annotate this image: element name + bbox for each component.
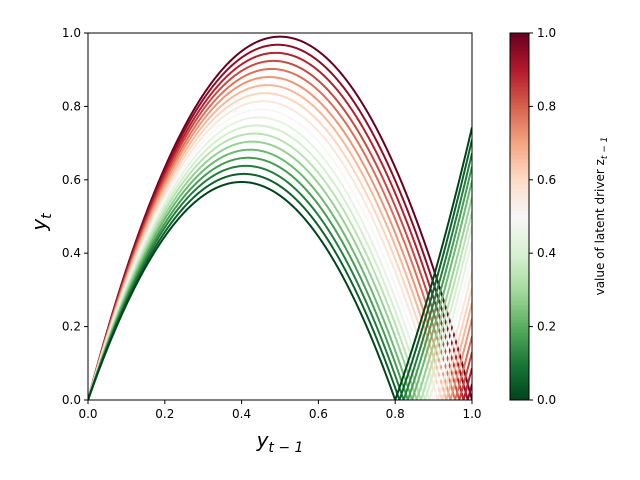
x-tick-label: 0.4 [232,407,251,421]
y-axis-label-sub: t [39,213,55,219]
series-line [88,67,472,400]
colorbar-axis: 0.0 0.2 0.4 0.6 0.8 1.0 [529,26,556,407]
y-tick-label: 1.0 [62,26,81,40]
series-line [88,100,472,400]
x-axis: 0.0 0.2 0.4 0.6 0.8 1.0 [78,400,482,421]
y-tick-label: 0.4 [62,246,81,260]
series-line [88,139,472,400]
series-line [88,108,472,400]
plot-frame [87,32,473,401]
x-tick-label: 0.8 [386,407,405,421]
colorbar-tick-label: 0.8 [537,99,556,113]
series-line [88,124,472,400]
colorbar-tick-label: 0.2 [537,320,556,334]
x-tick-label: 1.0 [462,407,481,421]
y-axis: 0.0 0.2 0.4 0.6 0.8 1.0 [62,26,88,407]
colorbar-tick-label: 0.0 [537,393,556,407]
y-tick-label: 0.8 [62,99,81,113]
y-tick-label: 0.2 [62,320,81,334]
x-tick-label: 0.2 [155,407,174,421]
colorbar-tick-label: 0.4 [537,246,556,260]
y-tick-label: 0.6 [62,173,81,187]
series-line [88,156,472,400]
x-tick-label: 0.6 [309,407,328,421]
colorbar-tick-label: 1.0 [537,26,556,40]
series-line [88,59,472,400]
curve-group [88,35,472,400]
y-axis-label: yt [27,213,55,232]
x-tick-label: 0.0 [78,407,97,421]
series-line [88,153,472,400]
series-line [88,51,472,400]
colorbar-label-sub: t − 1 [600,137,610,160]
colorbar-tick-label: 0.6 [537,173,556,187]
series-line [88,116,472,400]
y-tick-label: 0.0 [62,393,81,407]
colorbar [509,32,530,401]
x-axis-label: yt − 1 [256,428,304,456]
series-line [88,43,472,400]
series-line [88,84,472,400]
colorbar-label: value of latent driver zt − 1 [593,137,610,296]
series-line [88,92,472,400]
series-line [88,76,472,400]
x-axis-label-sub: t − 1 [268,440,303,456]
series-line [88,127,472,400]
